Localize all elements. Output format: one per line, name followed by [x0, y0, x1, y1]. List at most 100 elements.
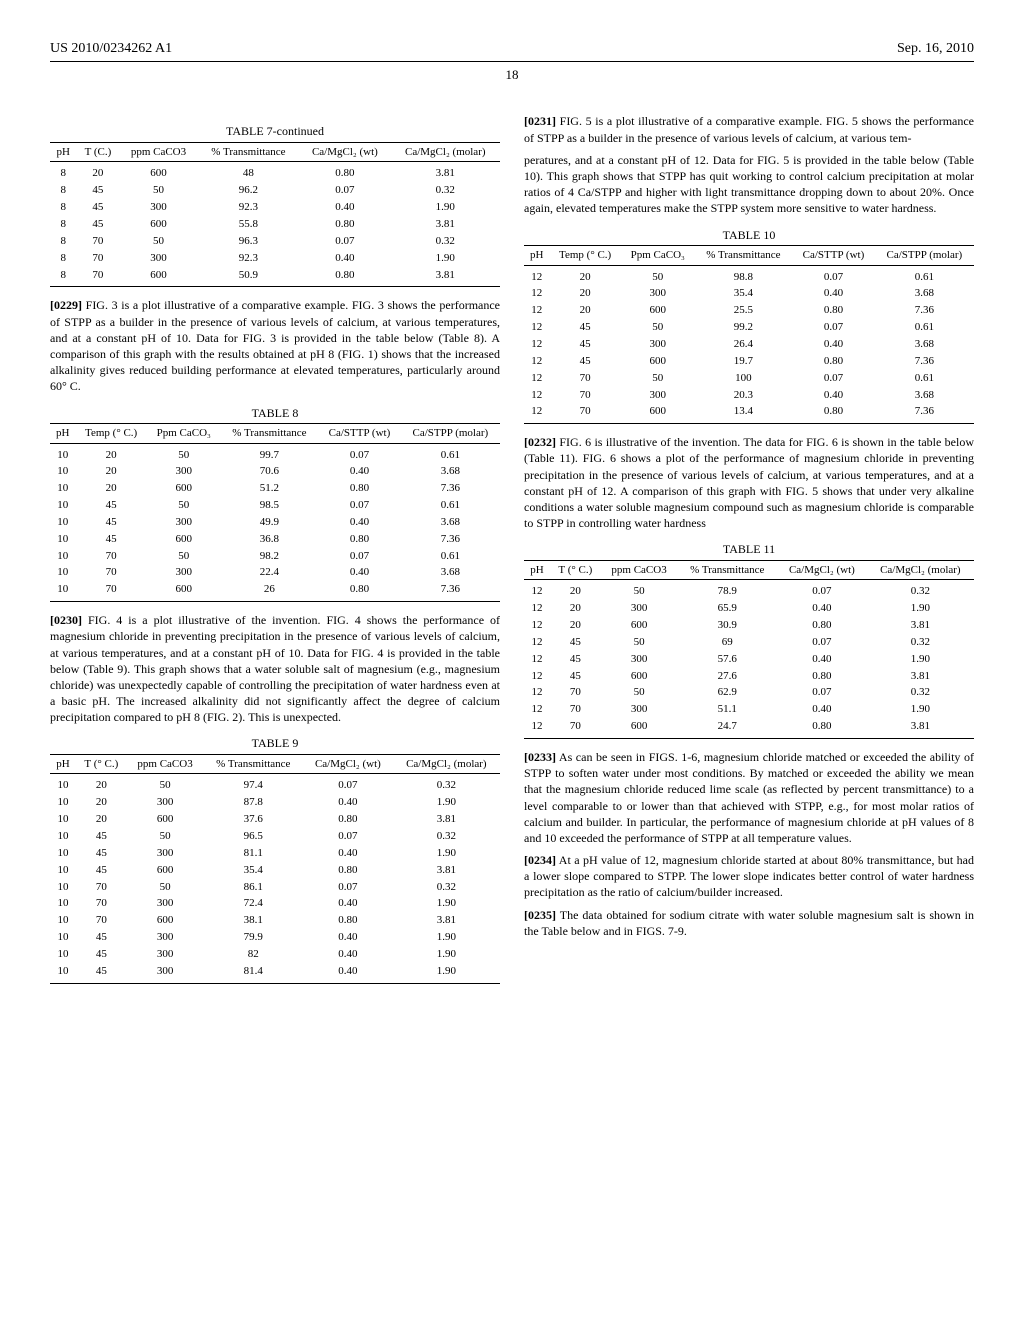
table-cell: 45 [75, 514, 146, 531]
table-cell: 100 [695, 370, 793, 387]
table-cell: 99.7 [221, 443, 319, 463]
table-cell: 50.9 [198, 267, 300, 287]
table-cell: 0.40 [303, 895, 393, 912]
table-cell: 0.07 [318, 443, 401, 463]
table-cell: 0.80 [777, 668, 867, 685]
table-cell: 0.07 [299, 233, 390, 250]
table-cell: 19.7 [695, 353, 793, 370]
table-row: 122030035.40.403.68 [524, 285, 974, 302]
table-cell: 45 [76, 828, 127, 845]
table-cell: 70 [75, 564, 146, 581]
table-cell: 3.68 [401, 463, 500, 480]
table-cell: 3.68 [875, 336, 974, 353]
table-cell: 1.90 [393, 929, 500, 946]
table-cell: 0.32 [391, 182, 500, 199]
table-cell: 600 [119, 216, 197, 233]
table-cell: 300 [119, 199, 197, 216]
para-num: [0231] [524, 114, 556, 128]
table-row: 8705096.30.070.32 [50, 233, 500, 250]
table-cell: 13.4 [695, 403, 793, 423]
table-cell: 0.07 [792, 370, 875, 387]
table-cell: 12 [524, 319, 549, 336]
table-cell: 300 [127, 845, 204, 862]
table-cell: 50 [601, 684, 678, 701]
table-cell: 45 [76, 862, 127, 879]
table-cell: 600 [119, 162, 197, 182]
table-cell: 10 [50, 514, 75, 531]
table-cell: 600 [621, 302, 695, 319]
table-cell: 10 [50, 946, 76, 963]
table-cell: 600 [119, 267, 197, 287]
table-cell: 12 [524, 336, 549, 353]
table-cell: 36.8 [221, 531, 319, 548]
table-cell: 0.40 [792, 387, 875, 404]
table-cell: 10 [50, 564, 75, 581]
table-row: 124530026.40.403.68 [524, 336, 974, 353]
table-cell: 12 [524, 387, 549, 404]
table-row: 124530057.60.401.90 [524, 651, 974, 668]
para-text: FIG. 3 is a plot illustrative of a compa… [50, 298, 500, 393]
table-cell: 600 [621, 403, 695, 423]
table-cell: 0.40 [303, 929, 393, 946]
table-cell: 12 [524, 651, 550, 668]
table-cell: 20 [76, 794, 127, 811]
table-cell: 3.81 [867, 617, 974, 634]
table-cell: 600 [601, 617, 678, 634]
para-num: [0232] [524, 435, 556, 449]
table-cell: 7.36 [401, 480, 500, 497]
table-cell: 70 [549, 370, 620, 387]
table-cell: 20 [550, 600, 601, 617]
table-cell: 1.90 [867, 651, 974, 668]
table-cell: 0.32 [867, 634, 974, 651]
table-cell: 45 [76, 946, 127, 963]
table-cell: 10 [50, 963, 76, 983]
table-7-body: 820600480.803.818455096.20.070.328453009… [50, 162, 500, 287]
table-cell: 70 [550, 701, 601, 718]
para-text: FIG. 6 is illustrative of the invention.… [524, 435, 974, 530]
table-cell: 600 [601, 668, 678, 685]
table-7-header: pH T (C.) ppm CaCO3 % Transmittance Ca/M… [50, 142, 500, 162]
table-cell: 24.7 [677, 718, 777, 738]
table-cell: 45 [550, 634, 601, 651]
table-cell: 3.81 [867, 718, 974, 738]
two-column-body: TABLE 7-continued pH T (C.) ppm CaCO3 % … [50, 113, 974, 983]
table-row: 10455098.50.070.61 [50, 497, 500, 514]
table-cell: 62.9 [677, 684, 777, 701]
table-cell: 70 [550, 718, 601, 738]
table-cell: 3.81 [393, 912, 500, 929]
table-cell: 1.90 [867, 600, 974, 617]
table-cell: 0.40 [318, 463, 401, 480]
para-0231-cont: peratures, and at a constant pH of 12. D… [524, 152, 974, 217]
table-cell: 49.9 [221, 514, 319, 531]
table-row: 102060051.20.807.36 [50, 480, 500, 497]
table-row: 122060030.90.803.81 [524, 617, 974, 634]
table-cell: 12 [524, 684, 550, 701]
table-row: 107030022.40.403.68 [50, 564, 500, 581]
table-cell: 96.2 [198, 182, 300, 199]
table-cell: 10 [50, 531, 75, 548]
doc-number: US 2010/0234262 A1 [50, 40, 172, 59]
table-cell: 86.1 [203, 879, 303, 896]
table-cell: 45 [75, 497, 146, 514]
table-row: 1070600260.807.36 [50, 581, 500, 601]
table-row: 104530081.40.401.90 [50, 963, 500, 983]
table-cell: 1.90 [393, 794, 500, 811]
table-cell: 10 [50, 774, 76, 794]
table-cell: 0.40 [303, 946, 393, 963]
table-cell: 0.07 [777, 684, 867, 701]
page-header: US 2010/0234262 A1 Sep. 16, 2010 [50, 40, 974, 62]
table-cell: 3.68 [401, 514, 500, 531]
table-cell: 300 [147, 463, 221, 480]
table-11-caption: TABLE 11 [524, 541, 974, 557]
table-cell: 300 [621, 285, 695, 302]
table-cell: 0.61 [875, 265, 974, 285]
table-cell: 7.36 [401, 581, 500, 601]
table-row: 104560036.80.807.36 [50, 531, 500, 548]
table-row: 124550690.070.32 [524, 634, 974, 651]
table-cell: 300 [621, 336, 695, 353]
table-row: 122030065.90.401.90 [524, 600, 974, 617]
table-cell: 8 [50, 233, 77, 250]
table-cell: 0.40 [299, 250, 390, 267]
table-cell: 25.5 [695, 302, 793, 319]
table-cell: 50 [621, 370, 695, 387]
